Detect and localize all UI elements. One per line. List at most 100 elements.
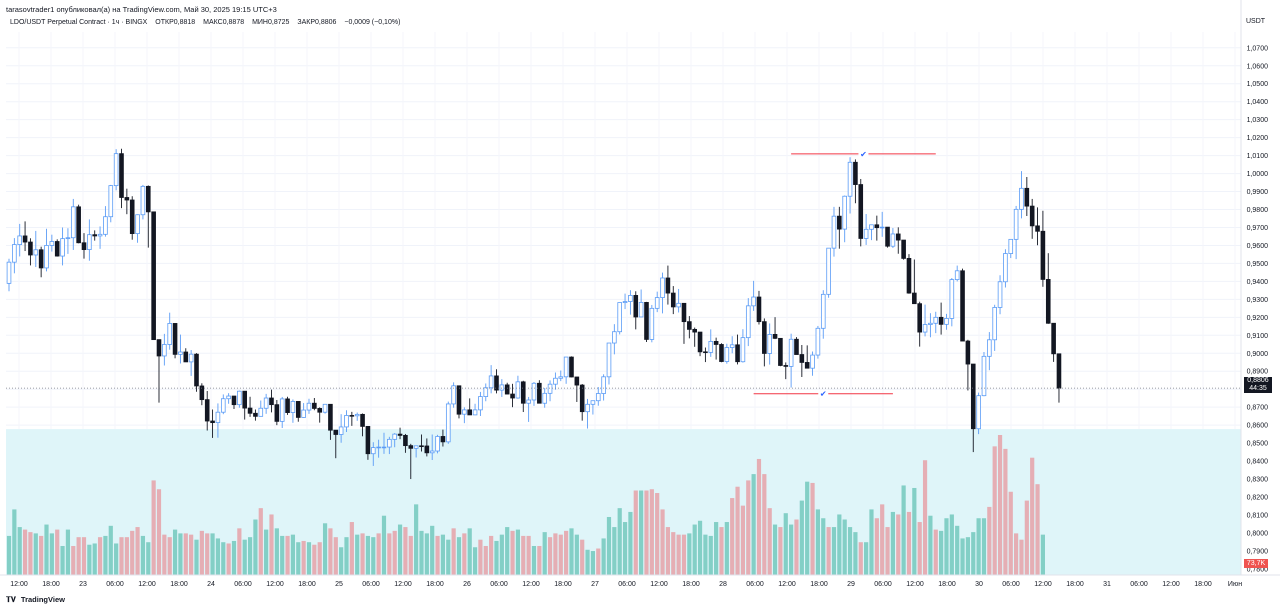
candle [494, 369, 499, 394]
candle-body [92, 234, 98, 237]
candle [22, 221, 28, 252]
candle-body [804, 362, 810, 369]
time-tick-label: 18:00 [42, 581, 60, 588]
candle [558, 370, 564, 382]
candle-body [6, 261, 12, 284]
candle-body [526, 399, 531, 404]
candle [129, 196, 135, 240]
level-lines[interactable]: ✔✔ [753, 149, 936, 399]
candle [54, 239, 60, 257]
volume-bar [1008, 491, 1013, 575]
volume-bar [478, 539, 483, 575]
candle-body [799, 354, 805, 363]
volume-bar [414, 504, 419, 575]
price-axis[interactable]: 1,0700 1,0600 1,0500 1,0400 1,0300 1,0200 1,01… [1240, 0, 1269, 575]
candle-body [654, 297, 660, 309]
candle [660, 272, 665, 314]
price-tick-label: 0,9800 [1247, 207, 1269, 214]
candle [60, 227, 65, 266]
candle-body [837, 215, 842, 230]
volume-bar [547, 537, 553, 575]
price-tick-label: 1,0600 [1247, 63, 1269, 70]
candle [804, 345, 810, 369]
candle-body [49, 241, 55, 246]
candle-body [204, 399, 210, 422]
candle-body [670, 292, 676, 308]
candle-body [419, 445, 424, 448]
candle [847, 157, 853, 214]
volume-bar [355, 534, 360, 575]
brand-footer[interactable]: 𝐓𝐕 TradingView [6, 595, 65, 605]
volume-bar [1024, 500, 1029, 575]
candle [654, 291, 660, 313]
volume-bar [317, 542, 322, 575]
volume-bar [767, 508, 772, 575]
candle-body [322, 403, 328, 413]
candles [6, 148, 1062, 480]
last-price-tag: 0,8806 44:35 [1244, 377, 1272, 393]
volume-bar [1014, 533, 1019, 575]
candle-body [81, 242, 87, 250]
candle-body [145, 185, 151, 213]
currency-label[interactable]: USDT [1246, 18, 1266, 25]
candle-body [767, 334, 772, 354]
candle [944, 313, 949, 330]
candle [429, 434, 435, 461]
candle [253, 409, 258, 421]
candle [569, 356, 574, 378]
price-tick-label: 0,9300 [1247, 297, 1269, 304]
candle-body [344, 415, 349, 428]
candle-body [944, 318, 949, 325]
candle [301, 403, 306, 418]
candle-body [1019, 187, 1024, 210]
candle-body [987, 339, 992, 357]
time-tick-label: 06:00 [362, 581, 380, 588]
change-value: −0,0009 (−0,10%) [344, 19, 401, 26]
candle [526, 396, 531, 422]
volume-bar [49, 533, 54, 575]
candle-body [456, 385, 462, 415]
volume-bar [981, 518, 987, 575]
candle-body [429, 450, 435, 454]
volume-bar [87, 544, 92, 575]
candle-body [681, 302, 687, 323]
candle [676, 288, 681, 313]
candle [387, 436, 392, 455]
time-tick-label: 24 [207, 581, 215, 588]
time-tick-label: 30 [975, 581, 983, 588]
volume-bar [655, 493, 660, 575]
volume-bar [467, 528, 472, 575]
candle [472, 403, 478, 416]
candle-body [38, 249, 44, 269]
level-label-bg [818, 389, 829, 398]
candle [670, 286, 676, 315]
symbol-name[interactable]: LDO/USDT Perpetual Contract · 1ч · BINGX [10, 19, 148, 26]
volume-bar [987, 506, 992, 575]
volume-bar [1019, 539, 1024, 575]
candle-body [290, 401, 296, 413]
volume-bar [810, 482, 815, 575]
candle [751, 280, 756, 311]
time-axis[interactable]: 12:00 18:00 23 06:00 12:00 18:00 24 06:00 12:00 1… [0, 574, 1280, 588]
candle [365, 426, 371, 460]
symbol-legend[interactable]: LDO/USDT Perpetual Contract · 1ч · BINGX… [10, 19, 406, 26]
candle [38, 246, 44, 278]
candle [1056, 353, 1062, 403]
price-tick-label: 0,8700 [1247, 405, 1269, 412]
candle-body [612, 331, 617, 344]
candle-body [494, 375, 499, 391]
candle [1040, 210, 1046, 287]
time-tick-label: 06:00 [490, 581, 508, 588]
candle [194, 353, 199, 392]
brand-name: TradingView [20, 595, 65, 604]
candle-body [178, 351, 183, 355]
time-tick-label: 06:00 [106, 581, 124, 588]
candle [226, 393, 231, 404]
candle-body [1024, 187, 1030, 207]
candle [863, 214, 869, 245]
candle [231, 395, 237, 409]
candle-body [231, 395, 237, 406]
close-value: ЗАКР0,8806 [297, 19, 337, 26]
volume-bar [205, 533, 210, 575]
